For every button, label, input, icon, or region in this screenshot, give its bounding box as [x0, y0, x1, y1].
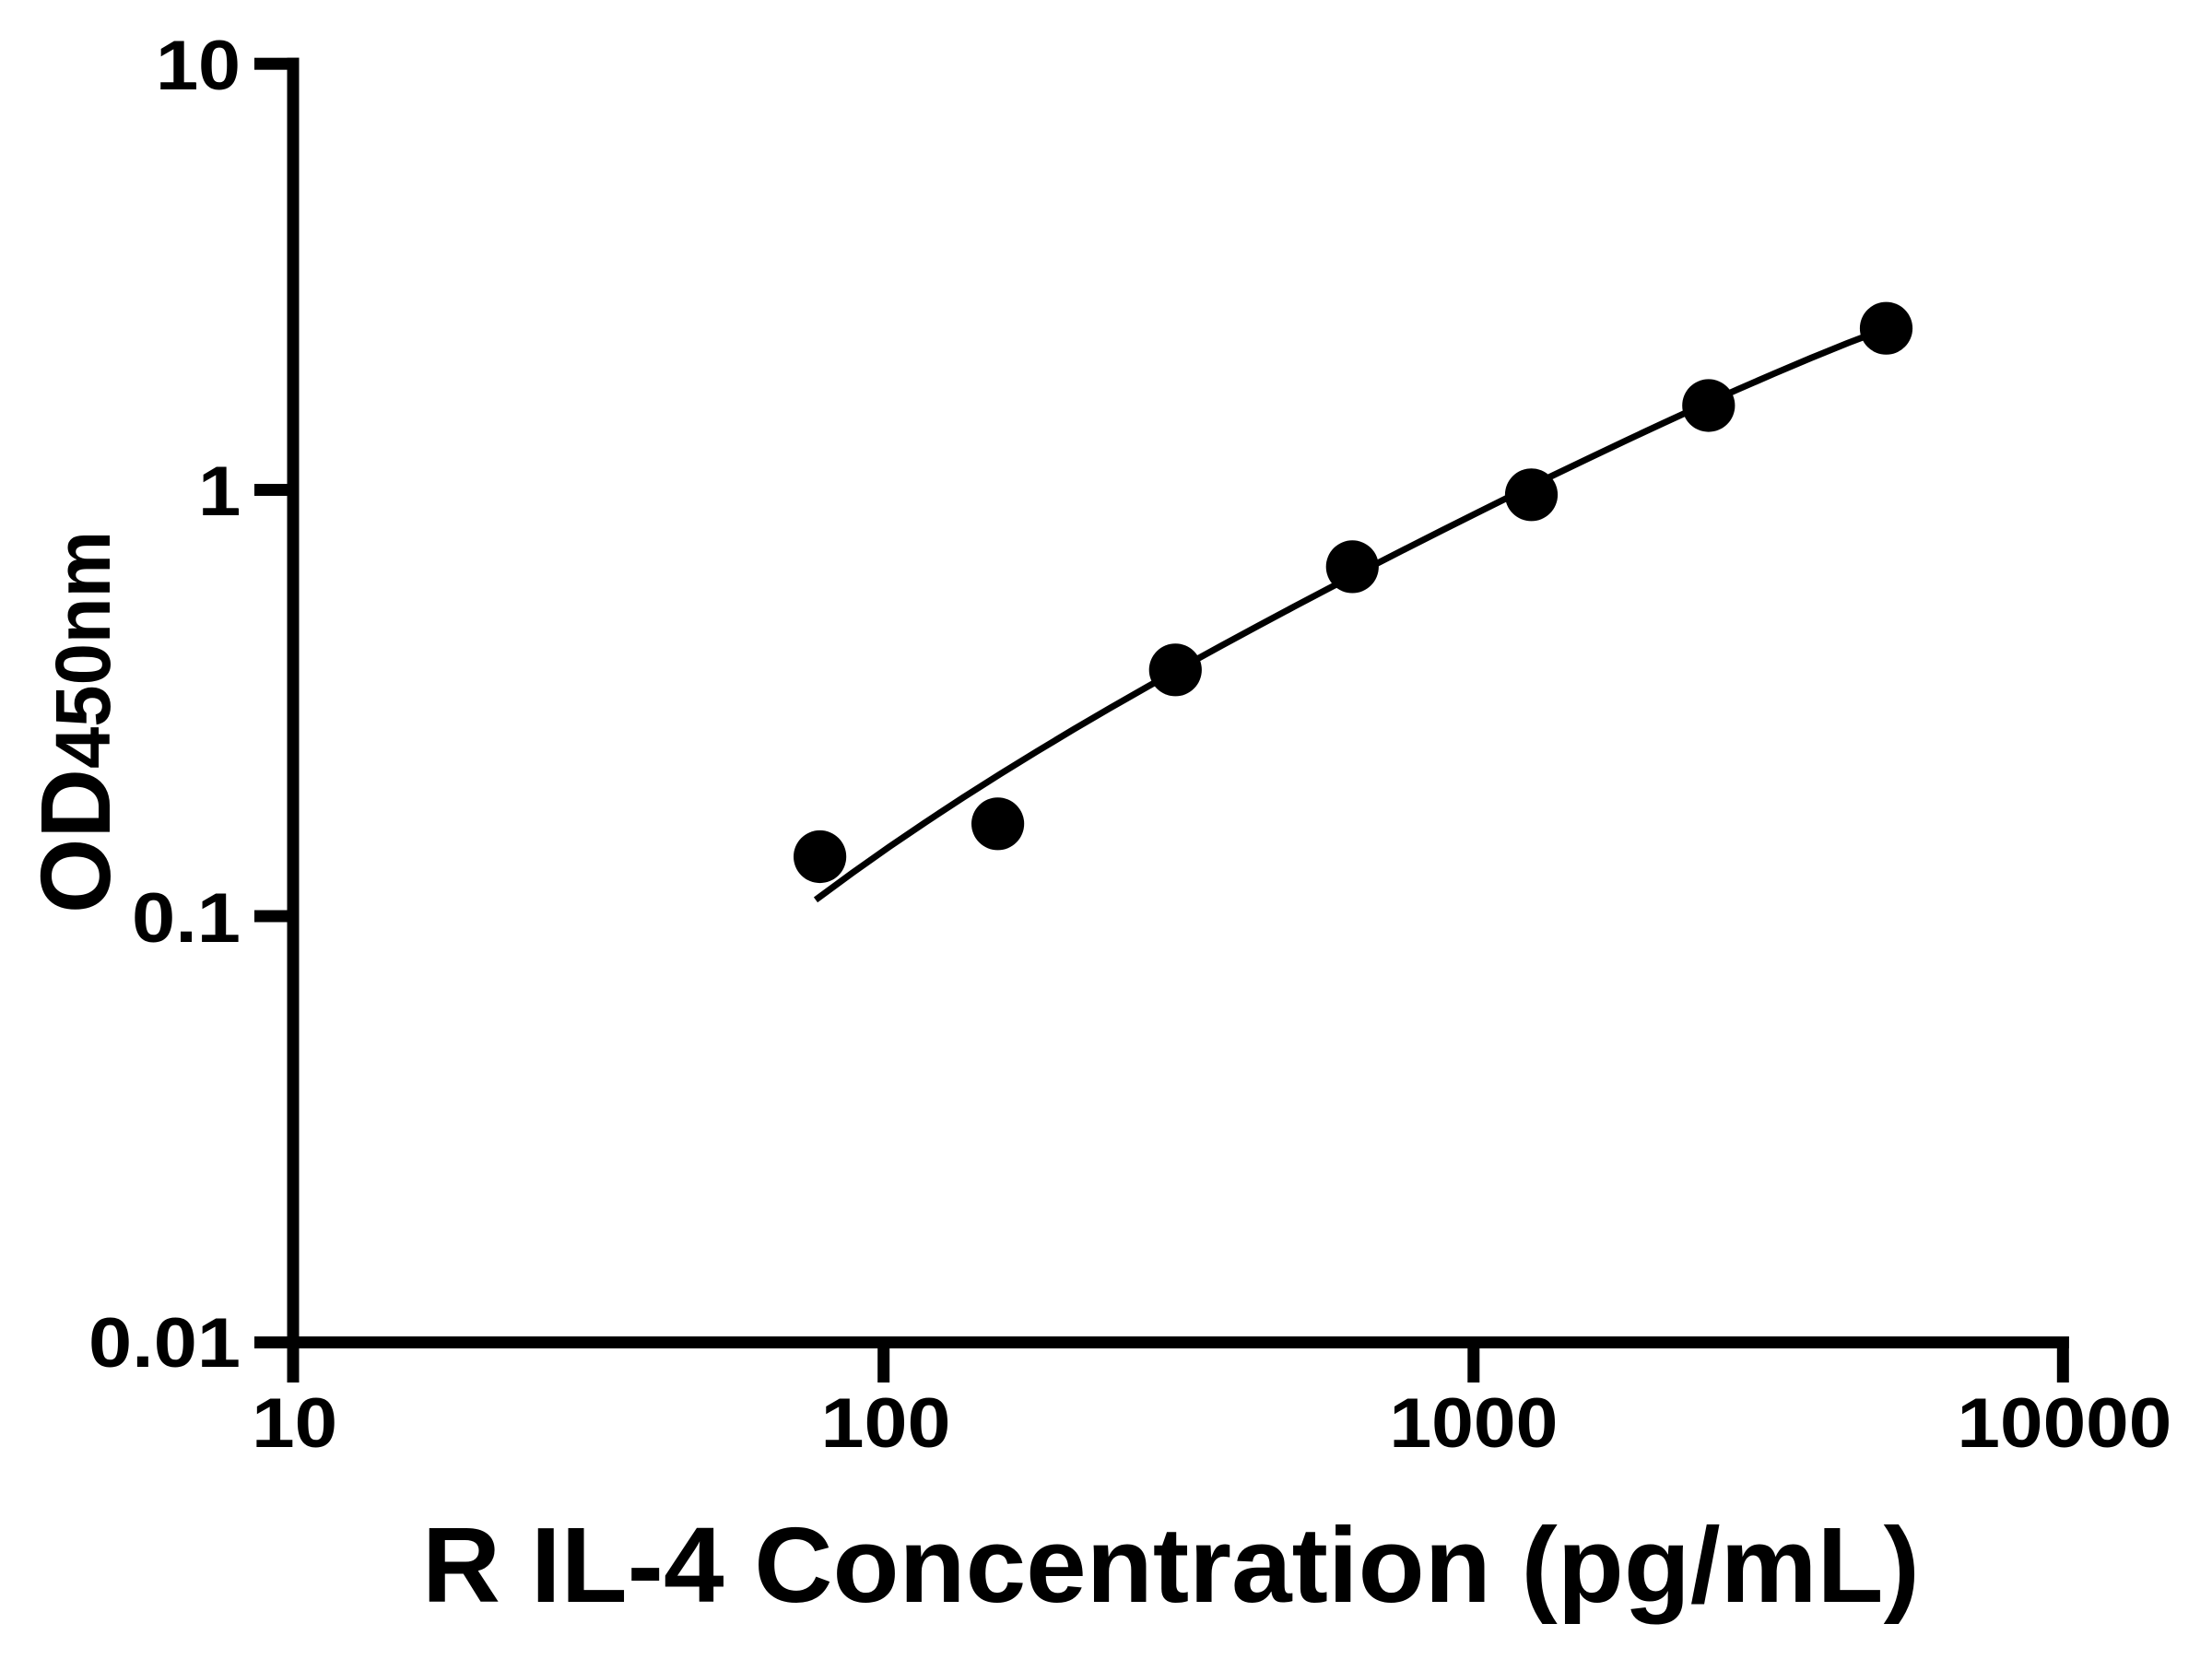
svg-text:0.01: 0.01 [88, 1304, 241, 1382]
svg-text:10: 10 [252, 1384, 337, 1463]
svg-text:1000: 1000 [1389, 1384, 1558, 1463]
svg-text:R IL-4 Concentration (pg/mL): R IL-4 Concentration (pg/mL) [422, 1505, 1920, 1625]
svg-text:0.1: 0.1 [132, 879, 241, 958]
svg-text:10000: 10000 [1957, 1384, 2171, 1463]
svg-text:100: 100 [821, 1384, 951, 1463]
svg-text:1: 1 [198, 453, 241, 531]
svg-text:10: 10 [156, 27, 241, 105]
